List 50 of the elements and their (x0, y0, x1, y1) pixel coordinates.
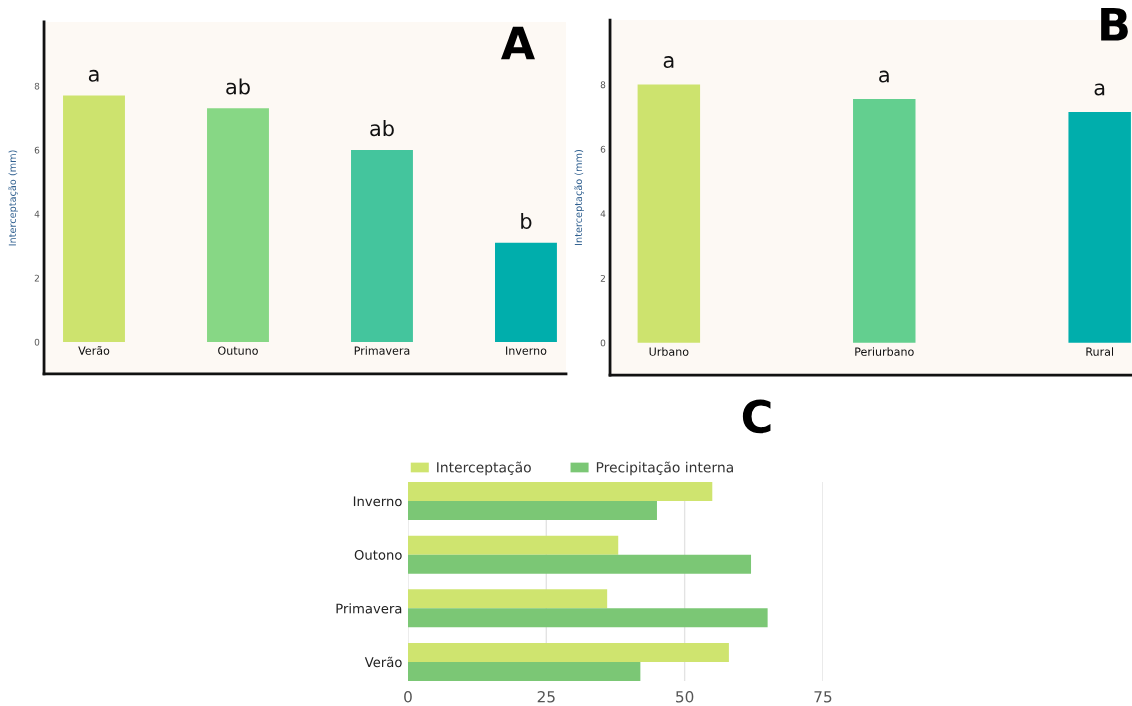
legend-label: Interceptação (437, 461, 531, 476)
x-tick-label: Urbano (649, 347, 689, 356)
x-tick-label: Rural (1086, 347, 1114, 356)
y-tick-label: 6 (34, 146, 40, 154)
bar (407, 554, 752, 574)
y-tick-label: Verão (364, 656, 402, 668)
x-tick-label: 0 (404, 691, 412, 703)
y-axis-title: Interceptação (mm) (8, 150, 18, 246)
x-tick-label: Periurbano (855, 347, 914, 356)
bar (407, 642, 729, 662)
bar (407, 608, 768, 628)
x-tick-label: Inverno (506, 346, 547, 355)
y-tick-label: 8 (600, 81, 606, 89)
x-tick-label: Outuno (218, 346, 258, 355)
data-label: a (879, 70, 889, 83)
chart-title: A (501, 26, 535, 60)
y-tick-label: Inverno (353, 496, 402, 507)
bar (407, 535, 619, 555)
bar (407, 589, 608, 609)
x-tick-label: 75 (814, 691, 832, 703)
y-tick-label: 6 (600, 145, 606, 153)
data-label: a (88, 69, 99, 82)
y-axis-title: Interceptação (mm) (574, 150, 584, 245)
legend-label: Precipitação interna (596, 461, 733, 476)
bar (407, 661, 641, 682)
bar (351, 149, 413, 342)
x-tick-label: 50 (676, 691, 694, 703)
y-tick-label: Primavera (336, 603, 402, 614)
x-tick-label: Verão (78, 346, 110, 355)
y-tick-label: 2 (34, 274, 39, 282)
data-label: ab (226, 78, 250, 95)
y-tick-label: 2 (600, 274, 605, 282)
bar (207, 108, 269, 342)
bar (407, 501, 657, 521)
data-label: b (521, 212, 532, 230)
bar (407, 481, 713, 502)
y-tick-label: 0 (600, 339, 606, 347)
y-tick-label: 4 (600, 210, 606, 218)
y-tick-label: 4 (34, 210, 40, 218)
chart-title: B (1101, 8, 1128, 41)
y-tick-label: 8 (34, 82, 40, 90)
chart-title: C (742, 399, 771, 434)
bar (63, 95, 125, 342)
data-label: a (1094, 83, 1105, 96)
y-tick-label: Outono (354, 549, 402, 560)
data-label: a (663, 56, 674, 69)
data-label: ab (370, 120, 394, 137)
bar (495, 242, 557, 342)
x-tick-label: 25 (537, 691, 555, 703)
y-tick-label: 0 (34, 338, 40, 346)
